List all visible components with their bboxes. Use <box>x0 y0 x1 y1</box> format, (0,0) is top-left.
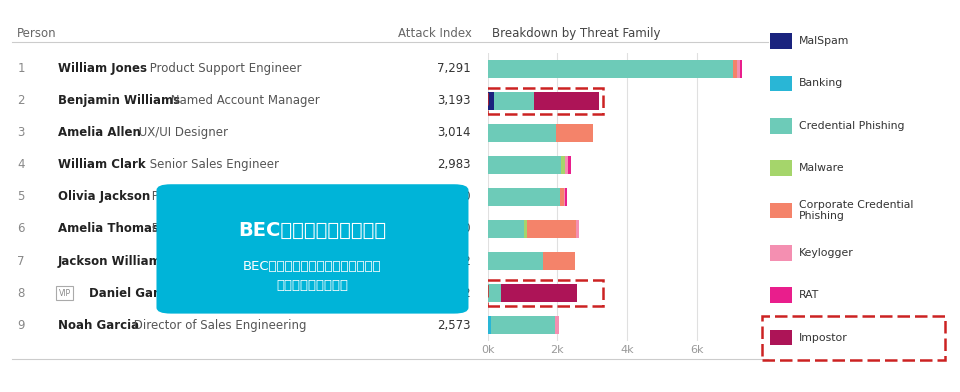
Bar <box>488 284 501 302</box>
Text: 2,692: 2,692 <box>437 254 470 267</box>
Text: 7: 7 <box>17 254 25 267</box>
Bar <box>492 316 555 334</box>
Text: BECのような攻撃の標的: BECのような攻撃の標的 <box>238 221 387 240</box>
Text: VIP: VIP <box>59 289 71 298</box>
Text: Benjamin Williams: Benjamin Williams <box>58 94 180 107</box>
Text: 3: 3 <box>17 127 25 140</box>
Text: 2,730: 2,730 <box>437 223 470 236</box>
Text: BEC対策教花の強化や、メール対策
ポリシー強化が必要: BEC対策教花の強化や、メール対策 ポリシー強化が必要 <box>243 260 382 292</box>
Text: Daniel Garcia: Daniel Garcia <box>89 287 179 299</box>
Text: Malware: Malware <box>799 163 845 173</box>
Bar <box>564 188 565 206</box>
Text: 8: 8 <box>17 287 25 299</box>
Bar <box>488 123 556 142</box>
Text: 9: 9 <box>17 319 25 332</box>
Bar <box>739 60 741 78</box>
Text: William Clark: William Clark <box>58 158 145 171</box>
Bar <box>556 123 592 142</box>
Text: William Jones: William Jones <box>58 62 147 75</box>
Text: 2,983: 2,983 <box>437 158 470 171</box>
Bar <box>565 188 567 206</box>
Bar <box>737 60 739 78</box>
Text: Jackson Williams: Jackson Williams <box>58 254 168 267</box>
Text: 2,652: 2,652 <box>437 287 470 299</box>
Text: Person: Person <box>17 27 57 40</box>
Text: Keylogger: Keylogger <box>799 248 853 258</box>
Bar <box>488 252 543 270</box>
Text: Director of Sales Engineering: Director of Sales Engineering <box>130 319 306 332</box>
Text: Amelia Allen: Amelia Allen <box>58 127 140 140</box>
Text: 3,193: 3,193 <box>437 94 470 107</box>
Text: Director of Finance: Director of Finance <box>148 223 263 236</box>
Text: Product Support Engineer: Product Support Engineer <box>146 62 301 75</box>
Text: Olivia Jackson: Olivia Jackson <box>58 191 150 203</box>
Text: Corporate Credential
Phishing: Corporate Credential Phishing <box>799 200 913 221</box>
Text: 2,573: 2,573 <box>437 319 470 332</box>
Text: 5: 5 <box>17 191 25 203</box>
Bar <box>488 60 733 78</box>
Text: Impostor: Impostor <box>799 332 848 343</box>
Bar <box>535 92 599 110</box>
Text: 2: 2 <box>17 94 25 107</box>
Bar <box>488 316 492 334</box>
Bar <box>543 252 575 270</box>
Text: Noah Garcia: Noah Garcia <box>58 319 139 332</box>
Bar <box>555 316 559 334</box>
Text: 1: 1 <box>17 62 25 75</box>
Bar <box>567 156 570 174</box>
Text: Named Account Manager: Named Account Manager <box>167 94 320 107</box>
Text: UX/UI Designer: UX/UI Designer <box>135 127 228 140</box>
Text: 4: 4 <box>17 158 25 171</box>
Bar <box>488 92 494 110</box>
Bar <box>488 220 524 238</box>
Text: RAT: RAT <box>799 290 819 300</box>
Bar <box>488 156 561 174</box>
Bar <box>733 60 737 78</box>
Bar <box>494 92 535 110</box>
Bar <box>576 220 579 238</box>
Text: Breakdown by Threat Family: Breakdown by Threat Family <box>492 27 661 40</box>
Text: Attack Index: Attack Index <box>398 27 472 40</box>
Text: Director of Technical Sales: Director of Technical Sales <box>159 254 319 267</box>
Text: Senior Corporate Counsel: Senior Corporate Counsel <box>172 287 327 299</box>
Text: Senior Sales Engineer: Senior Sales Engineer <box>146 158 279 171</box>
Text: Banking: Banking <box>799 78 843 89</box>
Text: 7,291: 7,291 <box>437 62 470 75</box>
Text: Amelia Thomas: Amelia Thomas <box>58 223 158 236</box>
Bar <box>501 284 577 302</box>
Bar <box>524 220 527 238</box>
Text: Product Manager: Product Manager <box>148 191 252 203</box>
Text: 3,014: 3,014 <box>437 127 470 140</box>
Text: MalSpam: MalSpam <box>799 36 849 46</box>
Bar <box>565 156 567 174</box>
Text: 2,750: 2,750 <box>437 191 470 203</box>
Bar <box>561 156 565 174</box>
Text: Credential Phishing: Credential Phishing <box>799 121 904 131</box>
Bar <box>488 188 560 206</box>
Text: 6: 6 <box>17 223 25 236</box>
Bar <box>527 220 576 238</box>
Bar <box>560 188 564 206</box>
